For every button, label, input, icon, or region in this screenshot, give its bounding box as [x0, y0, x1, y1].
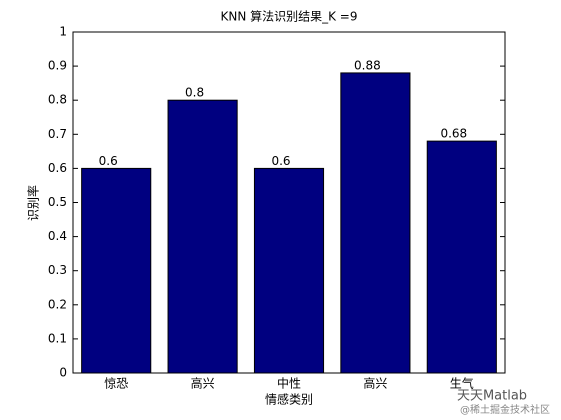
watermark-source: @稀土掘金技术社区: [460, 403, 550, 416]
data-label: 0.6: [99, 154, 118, 168]
plot-frame: [72, 31, 506, 374]
bar: [340, 72, 411, 374]
y-tick-label: 0: [59, 366, 67, 380]
x-tick-label: 惊恐: [104, 376, 128, 391]
bar: [253, 167, 325, 374]
y-axis-label: 识别率: [26, 185, 41, 221]
bar: [426, 140, 497, 374]
x-tick-label: 高兴: [191, 376, 215, 391]
data-label: 0.88: [354, 58, 381, 72]
data-label: 0.68: [440, 127, 467, 141]
x-tick-label: 高兴: [363, 376, 387, 391]
x-tick-label: 中性: [277, 376, 301, 391]
x-tick-label: 生气: [450, 376, 474, 391]
watermark-brand: 天天Matlab: [457, 389, 527, 404]
y-tick-label: 0.8: [48, 93, 67, 107]
y-tick-label: 0.6: [48, 161, 67, 175]
y-tick-label: 0.4: [48, 229, 67, 243]
y-tick-label: 0.9: [48, 59, 67, 73]
y-tick-label: 0.7: [48, 127, 67, 141]
y-tick-label: 0.3: [48, 263, 67, 277]
y-tick-label: 0.2: [48, 297, 67, 311]
bar: [167, 99, 238, 374]
bar: [81, 167, 152, 374]
y-tick-label: 1: [59, 25, 67, 39]
data-label: 0.8: [185, 86, 204, 100]
data-label: 0.6: [271, 154, 290, 168]
y-tick-label: 0.1: [48, 331, 67, 345]
y-tick-label: 0.5: [48, 195, 67, 209]
x-axis-label: 情感类别: [265, 392, 313, 407]
chart-title: KNN 算法识别结果_K =9: [220, 9, 357, 24]
